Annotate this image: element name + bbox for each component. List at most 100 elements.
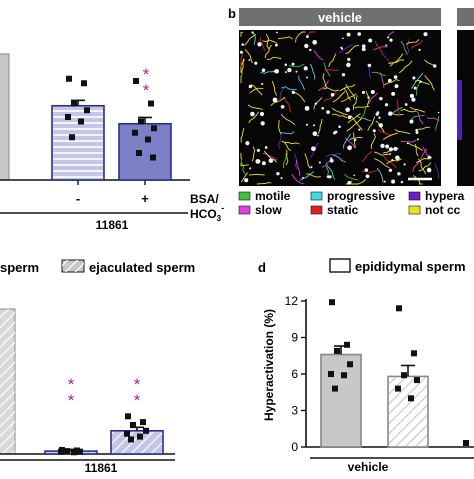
panel-a-sig-star: * [143,65,150,84]
sperm-track [409,106,426,113]
panel-c-ejaculated-data-point [140,419,146,426]
sperm-head [388,147,394,152]
legend-label-hyperactivated: hypera [425,189,465,203]
panel-b: b vehicle motile slow progressive static… [228,6,474,217]
sperm-head [291,62,295,66]
panel-a-plus-data-point [132,129,138,136]
sperm-head [330,92,335,97]
sperm-track [313,97,323,110]
sperm-track [361,150,373,163]
sperm-head [304,106,310,111]
sperm-head [259,111,265,117]
panel-a-plus-data-point [148,100,154,107]
legend-label-motile: motile [255,189,291,203]
sperm-head [295,70,298,73]
sperm-head [254,61,258,65]
panel-c-ejaculated-data-point [143,427,149,434]
sperm-track [411,114,425,120]
sperm-track [249,87,264,94]
sperm-head [372,129,376,133]
sperm-head [358,128,361,131]
panel-a-hco-text: HCO [190,207,217,221]
panel-c-legend-swatch-hatched-fill [62,260,84,272]
sperm-track [259,36,266,52]
panel-d-ejaculated-data-point [401,372,407,379]
sperm-track [306,31,316,37]
sperm-track [295,159,301,176]
sperm-head [389,38,393,42]
sperm-track [412,159,421,172]
sperm-track [338,44,353,54]
sperm-track [381,52,393,65]
panel-d-x-label: vehicle [348,460,389,474]
sperm-head [432,64,437,68]
sperm-head [274,69,280,74]
sperm-track [304,153,311,169]
legend-label-static: static [327,203,359,217]
sperm-head [403,163,406,166]
sperm-track [264,44,272,59]
sperm-head [304,43,309,49]
sperm-head [416,138,419,141]
panel-a-minus-data-point [65,114,71,120]
sperm-head [393,75,398,79]
sperm-head [357,32,362,36]
sperm-track [376,168,384,183]
sperm-track [240,127,245,143]
panel-d-epididymal-data-point [341,372,347,379]
sperm-track [262,152,278,161]
sperm-head [385,144,390,149]
sperm-track [271,80,278,96]
sperm-track [343,133,351,149]
sperm-head [275,43,278,47]
sperm-head [276,31,278,34]
sperm-head [368,38,373,43]
sperm-track [251,146,256,162]
sperm-head [406,142,409,145]
sperm-head [309,48,312,52]
panel-a-gray-bar-edge [0,53,10,181]
sperm-track [410,39,423,49]
legend-swatch-hyperactivated [408,191,421,201]
sperm-track [400,40,408,55]
sperm-head [409,93,415,99]
legend-swatch-progressive [310,191,323,201]
sperm-head [361,90,365,94]
sperm-head [345,107,351,113]
panel-b-tracking-image-next [457,30,474,186]
sperm-track [352,95,358,110]
sperm-track [413,175,423,185]
sperm-track [285,149,289,166]
panel-d-epididymal-data-point [329,299,335,306]
sperm-track [374,158,390,169]
panel-c-marks [44,413,164,456]
sperm-track [318,118,323,134]
panel-d-epididymal-data-point [347,361,353,368]
panel-b-header-bar [239,8,441,26]
sperm-head [418,48,421,52]
sperm-track [250,84,263,96]
sperm-head [361,44,366,49]
sperm-track [365,91,370,107]
panel-c-hatched-bar-edge-fill [0,309,15,454]
sperm-head [264,146,268,149]
sperm-head [365,174,370,179]
sperm-head [341,47,344,50]
panel-a-sig-star: * [143,81,150,100]
sperm-track [260,70,276,74]
sperm-track [240,152,243,160]
sperm-head [404,103,408,106]
sperm-track [415,79,421,96]
sperm-track [398,60,413,74]
sperm-track [288,63,305,68]
sperm-head [391,179,396,184]
sperm-track [322,73,328,89]
panel-c-sperm-data-point [77,448,83,455]
sperm-track [406,38,410,55]
panel-a-hco-sub: 3 [217,214,222,223]
sperm-head [388,111,393,116]
sperm-head [329,158,334,163]
sperm-head [287,67,292,73]
sperm-head [249,167,252,170]
sperm-track [317,80,329,91]
